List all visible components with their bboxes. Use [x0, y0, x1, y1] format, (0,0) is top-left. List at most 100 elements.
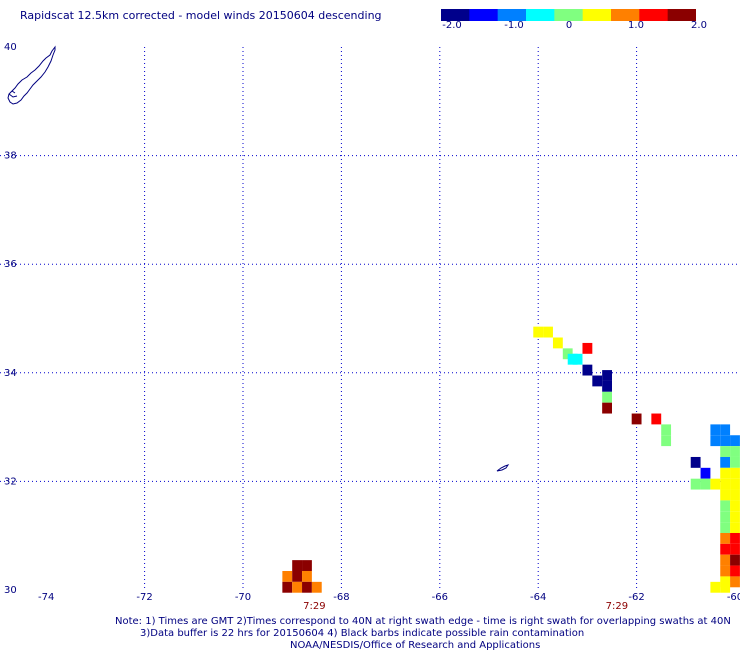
wind-cell: [730, 554, 740, 566]
wind-cell: [710, 435, 721, 447]
wind-cell: [552, 337, 563, 349]
latitude-labels: 40 38 36 34 32 30: [4, 42, 17, 596]
latitude-label: 30: [4, 585, 17, 596]
longitude-label: -72: [136, 592, 152, 603]
colorbar-tick: 2.0: [691, 20, 707, 31]
wind-cell: [651, 413, 662, 425]
wind-cell: [700, 467, 711, 479]
footnote-line: 3)Data buffer is 22 hrs for 20150604 4) …: [140, 628, 585, 639]
longitude-label: -74: [38, 592, 54, 603]
wind-cell: [292, 560, 303, 571]
wind-cell: [602, 391, 612, 403]
longitude-label: -66: [432, 592, 448, 603]
longitude-label: -64: [530, 592, 546, 603]
colorbar-swatch: [526, 9, 555, 21]
wind-cell: [582, 364, 593, 376]
wind-cell: [720, 424, 731, 436]
colorbar-swatch: [639, 9, 669, 21]
wind-cell: [720, 489, 731, 501]
longitude-labels: -74 -72 -70 -68 -66 -64 -62 -60: [38, 592, 740, 603]
wind-cell: [572, 353, 583, 365]
colorbar-swatch: [582, 9, 612, 21]
latitude-label: 32: [4, 476, 17, 487]
colorbar-tick: -2.0: [442, 20, 462, 31]
wind-cell: [592, 375, 603, 387]
wind-cell: [720, 467, 731, 479]
graticule: [0, 47, 738, 590]
wind-cell: [292, 581, 303, 593]
wind-cell: [562, 348, 573, 360]
wind-cell: [720, 581, 731, 593]
colorbar: [441, 9, 696, 21]
swath-time-label: 7:29: [606, 601, 628, 612]
colorbar-tick: 0: [565, 20, 573, 31]
wind-cell: [543, 326, 553, 338]
wind-cell: [292, 570, 303, 582]
colorbar-swatch: [469, 9, 499, 21]
latitude-label: 36: [4, 259, 17, 270]
wind-cell: [661, 424, 672, 436]
latitude-label: 34: [4, 368, 17, 379]
wind-cell: [730, 446, 740, 457]
colorbar-swatch: [667, 9, 696, 21]
wind-cell: [720, 446, 731, 457]
coastline-inlet: [8, 90, 18, 98]
wind-cell: [730, 456, 740, 468]
colorbar-tick: 1.0: [628, 20, 644, 31]
wind-cell: [730, 511, 740, 523]
wind-cell: [602, 370, 612, 381]
colorbar-swatch: [611, 9, 640, 21]
wind-cell: [730, 543, 740, 555]
wind-cell: [582, 342, 593, 354]
wind-cell: [720, 565, 731, 577]
wind-cell: [730, 532, 740, 544]
wind-cell: [710, 424, 721, 436]
colorbar-swatch: [441, 9, 470, 21]
longitude-label: -70: [235, 592, 251, 603]
wind-cell: [730, 467, 740, 479]
wind-cell: [730, 565, 740, 577]
wind-cell: [661, 435, 672, 447]
wind-cell: [720, 456, 731, 468]
longitude-label: -62: [628, 592, 644, 603]
wind-cell: [720, 511, 731, 523]
wind-cell: [720, 478, 731, 490]
swath-time-labels: 7:29 7:29: [303, 601, 628, 612]
wind-cell: [720, 543, 731, 555]
wind-cell: [720, 554, 731, 566]
colorbar-tick: -1.0: [504, 20, 524, 31]
wind-cell: [302, 560, 312, 571]
wind-cell: [730, 522, 740, 533]
wind-cell: [690, 478, 701, 490]
wind-cell: [302, 581, 312, 593]
wind-cell: [602, 380, 612, 392]
bermuda-island: [496, 464, 510, 472]
wind-cell: [730, 435, 740, 447]
wind-cell: [282, 570, 293, 582]
wind-cell: [730, 500, 740, 512]
wind-cell: [631, 413, 642, 425]
longitude-label: -60: [727, 592, 740, 603]
wind-cell: [302, 570, 312, 582]
wind-cell: [282, 581, 293, 593]
wind-cell: [720, 522, 731, 533]
coastline-northeast: [7, 45, 56, 105]
wind-cell: [730, 576, 740, 588]
wind-difference-cells: [282, 326, 740, 593]
coastline: [7, 45, 510, 472]
wind-cell: [710, 581, 721, 593]
wind-cell: [690, 456, 701, 468]
wind-cell: [720, 435, 731, 447]
wind-cell: [700, 478, 711, 490]
wind-cell: [720, 532, 731, 544]
colorbar-swatch: [554, 9, 584, 21]
wind-cell: [710, 478, 721, 490]
colorbar-tick-labels: -2.0 -1.0 0 1.0 2.0: [0, 20, 740, 34]
wind-cell: [533, 326, 544, 338]
footnote-line: NOAA/NESDIS/Office of Research and Appli…: [290, 640, 541, 651]
longitude-label: -68: [333, 592, 349, 603]
colorbar-swatch: [497, 9, 527, 21]
wind-cell: [602, 402, 612, 414]
latitude-label: 40: [4, 42, 17, 53]
